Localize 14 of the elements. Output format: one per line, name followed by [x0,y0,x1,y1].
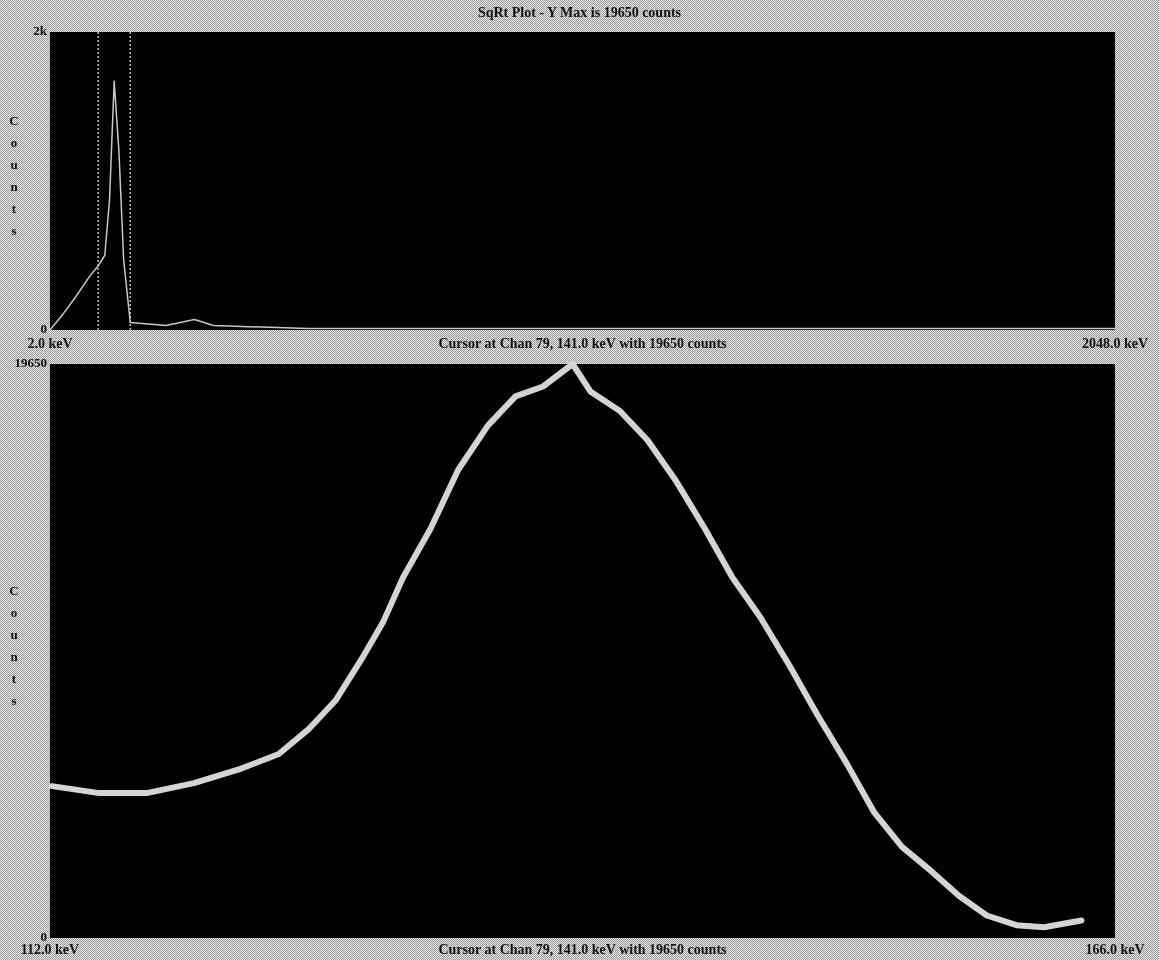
y-axis-title: Counts [9,583,19,708]
line-series [49,80,1116,331]
x-tick-label: 2.0 keV [27,336,73,351]
x-tick-label: 166.0 keV [1085,942,1145,957]
y-tick-label: 19650 [14,354,47,370]
y-tick-label: 2k [33,22,48,38]
y-tick-label: 0 [40,320,47,336]
chart-title: SqRt Plot - Y Max is 19650 counts [477,5,682,20]
text: Cursor at Chan 79, 141.0 keV with 19650 counts [438,336,728,351]
y-tick-label: 0 [40,928,47,944]
x-tick-label: 112.0 keV [20,942,80,957]
y-axis-title: Counts [9,113,19,238]
text: Cursor at Chan 79, 141.0 keV with 19650 counts [438,942,728,957]
x-tick-label: 2048.0 keV [1081,336,1149,351]
